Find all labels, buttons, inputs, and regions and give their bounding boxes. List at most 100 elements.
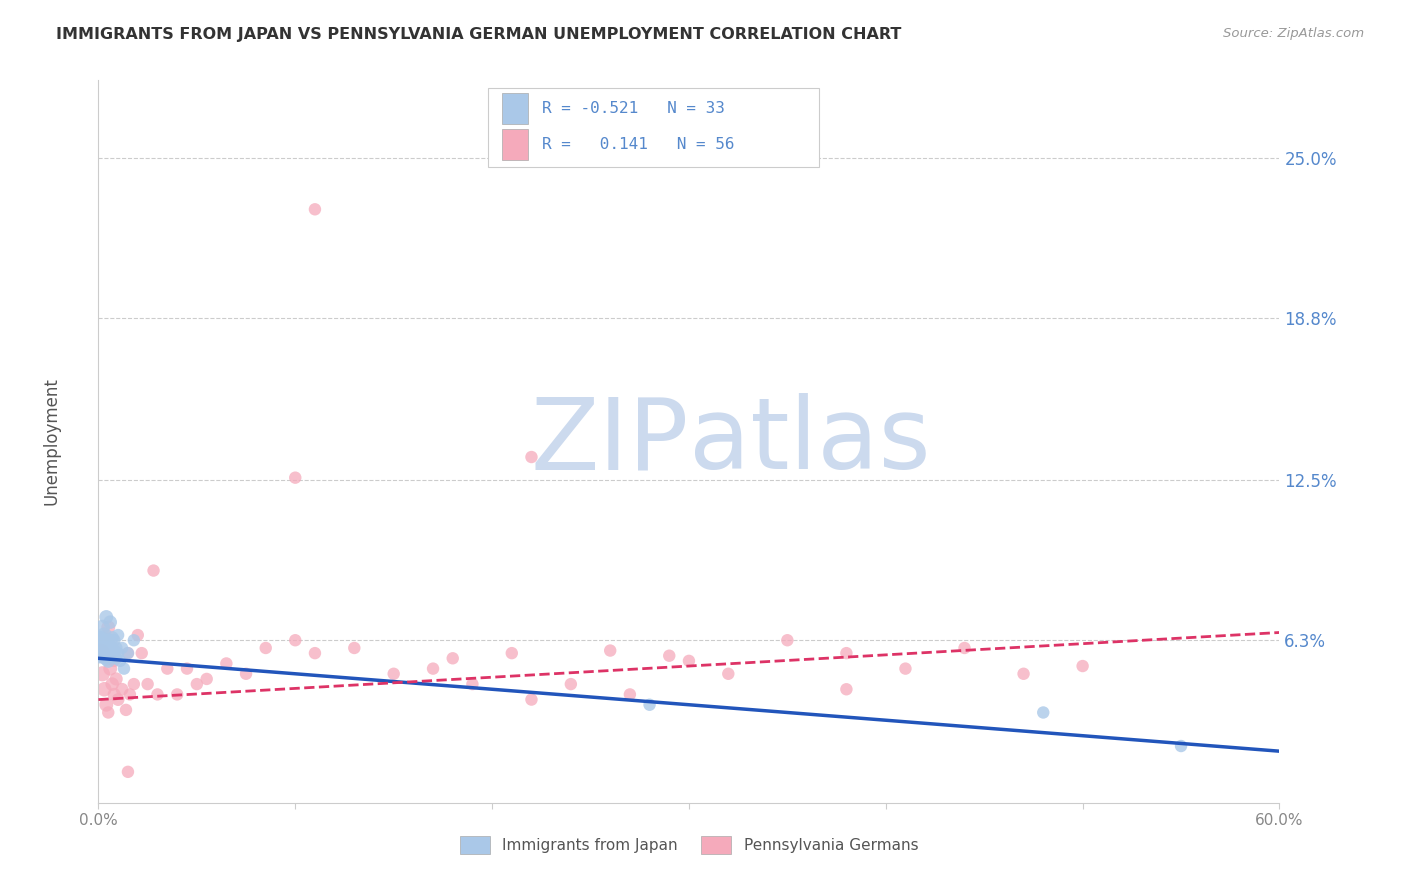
Point [520, 692, 543, 706]
Point [117, 646, 139, 660]
Point [93, 682, 115, 697]
Text: Source: ZipAtlas.com: Source: ZipAtlas.com [1223, 27, 1364, 40]
Point [835, 646, 858, 660]
FancyBboxPatch shape [488, 87, 818, 167]
Point [97, 706, 120, 720]
Point [560, 677, 582, 691]
Point [101, 677, 124, 691]
Point [382, 666, 405, 681]
Point [441, 651, 464, 665]
Point [96, 610, 118, 624]
Point [304, 646, 326, 660]
Point [105, 672, 128, 686]
Point [97, 654, 120, 668]
Point [776, 633, 799, 648]
Point [1170, 739, 1192, 753]
Point [166, 687, 188, 701]
Bar [502, 94, 529, 124]
Point [146, 687, 169, 701]
Point [103, 633, 125, 648]
Point [186, 677, 208, 691]
Point [638, 698, 661, 712]
Point [894, 662, 917, 676]
Point [115, 703, 138, 717]
Point [101, 640, 124, 655]
Point [131, 646, 153, 660]
Text: IMMIGRANTS FROM JAPAN VS PENNSYLVANIA GERMAN UNEMPLOYMENT CORRELATION CHART: IMMIGRANTS FROM JAPAN VS PENNSYLVANIA GE… [56, 27, 901, 42]
Point [103, 643, 125, 657]
Point [112, 662, 135, 676]
Point [304, 202, 326, 217]
Point [97, 620, 120, 634]
Point [89, 640, 111, 655]
Point [107, 692, 129, 706]
Point [105, 651, 128, 665]
Point [599, 643, 621, 657]
Point [678, 654, 700, 668]
Point [91, 636, 114, 650]
Point [122, 677, 145, 691]
Point [1012, 666, 1035, 681]
Point [93, 640, 115, 655]
Point [254, 640, 277, 655]
Point [195, 672, 218, 686]
Text: ZIP: ZIP [530, 393, 689, 490]
Point [105, 640, 128, 655]
Point [101, 631, 124, 645]
Point [108, 654, 131, 668]
Point [176, 662, 198, 676]
Point [343, 640, 366, 655]
Point [103, 654, 125, 668]
Point [619, 687, 641, 701]
Point [103, 687, 125, 701]
Point [107, 628, 129, 642]
Point [117, 646, 139, 660]
Point [235, 666, 257, 681]
Text: R = -0.521   N = 33: R = -0.521 N = 33 [543, 101, 725, 116]
Point [98, 646, 121, 660]
Point [118, 687, 141, 701]
Text: Unemployment: Unemployment [42, 377, 60, 506]
Point [127, 628, 149, 642]
Point [422, 662, 444, 676]
Point [97, 643, 120, 657]
Point [91, 620, 114, 634]
Point [97, 633, 120, 648]
Point [501, 646, 523, 660]
Point [520, 450, 543, 464]
Point [215, 657, 238, 671]
Text: R =   0.141   N = 56: R = 0.141 N = 56 [543, 137, 735, 152]
Point [117, 764, 139, 779]
Point [461, 677, 484, 691]
Point [89, 646, 111, 660]
Point [1071, 659, 1094, 673]
Point [142, 564, 165, 578]
Point [89, 633, 111, 648]
Point [98, 615, 121, 630]
Point [284, 633, 307, 648]
Point [717, 666, 740, 681]
Point [111, 682, 134, 697]
Point [122, 633, 145, 648]
Point [107, 646, 129, 660]
Point [284, 471, 307, 485]
Point [93, 648, 115, 663]
Bar [502, 129, 529, 160]
Point [98, 662, 121, 676]
Point [156, 662, 179, 676]
Point [835, 682, 858, 697]
Point [136, 677, 159, 691]
Legend: Immigrants from Japan, Pennsylvania Germans: Immigrants from Japan, Pennsylvania Germ… [454, 830, 924, 860]
Point [101, 648, 124, 663]
Point [96, 651, 118, 665]
Point [96, 639, 118, 653]
Point [1032, 706, 1054, 720]
Point [93, 628, 115, 642]
Point [91, 666, 114, 681]
Point [658, 648, 681, 663]
Point [111, 640, 134, 655]
Point [91, 646, 114, 660]
Point [96, 698, 118, 712]
Point [953, 640, 976, 655]
Text: atlas: atlas [689, 393, 931, 490]
